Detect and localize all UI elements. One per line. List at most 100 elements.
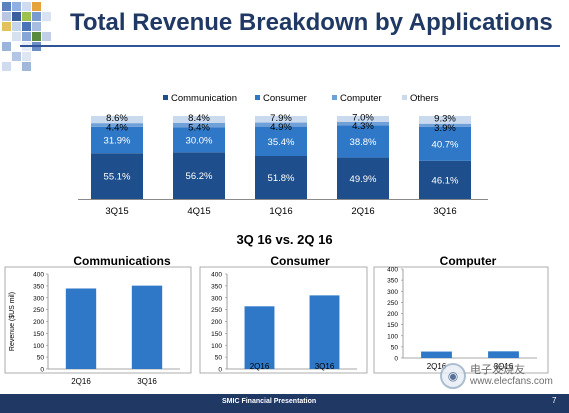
communications-bar (131, 285, 163, 369)
footer-bar (0, 394, 569, 413)
y-tick-label: 50 (391, 344, 399, 351)
y-tick-label: 50 (215, 355, 223, 362)
x-tick-label: 3Q16 (137, 377, 157, 386)
y-tick-label: 200 (211, 319, 222, 326)
communications-chart-title: Communications (73, 254, 171, 268)
x-tick-label: 3Q15 (105, 206, 128, 217)
y-tick-label: 200 (387, 311, 398, 318)
company-logo-mosaic (2, 2, 51, 71)
y-tick-label: 350 (387, 278, 398, 285)
bar-segment-consumer (255, 126, 307, 157)
bar-segment-communication (255, 156, 307, 199)
logo-tile (22, 2, 31, 11)
consumer-bar (244, 306, 275, 369)
logo-tile (12, 2, 21, 11)
data-label-computer: 4.4% (106, 122, 128, 133)
watermark-url: www.elecfans.com (470, 376, 553, 387)
x-tick-label: 2Q16 (427, 362, 447, 371)
y-tick-label: 150 (211, 331, 222, 338)
logo-tile (22, 52, 31, 61)
bar-segment-others (419, 116, 471, 124)
legend-swatch-consumer (255, 95, 260, 100)
bar-segment-consumer (337, 125, 389, 158)
y-tick-label: 300 (387, 289, 398, 296)
data-label-others: 8.4% (188, 113, 210, 124)
bar-segment-consumer (91, 126, 143, 154)
data-label-communication: 56.2% (186, 171, 213, 182)
data-label-consumer: 30.0% (186, 135, 213, 146)
y-tick-label: 100 (33, 343, 44, 350)
quarter-comparison-charts: Communications 0 50 100 150 200 250 300 350 400 2Q… (4, 254, 549, 386)
legend-swatch-computer (332, 95, 337, 100)
y-tick-label: 100 (387, 333, 398, 340)
bar-segment-others (173, 116, 225, 123)
logo-tile (2, 42, 11, 51)
logo-tile (42, 12, 51, 21)
y-tick-label: 0 (218, 367, 222, 374)
x-tick-label: 1Q16 (269, 206, 292, 217)
bar-segment-communication (91, 153, 143, 199)
y-tick-label: 250 (33, 307, 44, 314)
consumer-bar (309, 295, 340, 369)
logo-tile (22, 32, 31, 41)
logo-tile (2, 62, 11, 71)
bar-segment-computer (337, 121, 389, 126)
legend-swatch-communication (163, 95, 168, 100)
logo-tile (22, 62, 31, 71)
y-tick-label: 400 (211, 272, 222, 279)
logo-tile (42, 32, 51, 41)
data-label-consumer: 35.4% (268, 137, 295, 148)
data-label-computer: 4.3% (352, 121, 374, 132)
bar-segment-communication (419, 160, 471, 199)
bar-segment-computer (419, 123, 471, 127)
data-label-communication: 49.9% (350, 174, 377, 185)
bar-segment-consumer (419, 126, 471, 161)
y-tick-label: 250 (211, 307, 222, 314)
bar-segment-computer (173, 122, 225, 128)
logo-tile (22, 22, 31, 31)
page-number: 7 (552, 396, 557, 405)
computer-bar (421, 351, 452, 358)
y-tick-label: 150 (387, 322, 398, 329)
y-axis-label: Revenue ($US mil) (9, 292, 16, 351)
data-label-communication: 51.8% (268, 173, 295, 184)
bar-segment-computer (255, 122, 307, 127)
title-divider (20, 45, 560, 47)
y-tick-label: 0 (394, 356, 398, 363)
logo-tile (32, 32, 41, 41)
y-tick-label: 350 (33, 283, 44, 290)
computer-bar (488, 351, 519, 358)
logo-tile (32, 12, 41, 21)
bar-segment-consumer (173, 127, 225, 153)
data-label-others: 9.3% (434, 113, 456, 124)
logo-tile (2, 12, 11, 21)
data-label-others: 8.6% (106, 113, 128, 124)
x-tick-label: 2Q16 (71, 377, 91, 386)
legend-label-others: Others (410, 93, 439, 104)
logo-tile (12, 12, 21, 21)
logo-tile (12, 22, 21, 31)
slide-title: Total Revenue Breakdown by Applications (70, 9, 553, 36)
comparison-heading: 3Q 16 vs. 2Q 16 (236, 232, 333, 247)
communications-bar (65, 288, 97, 369)
data-label-others: 7.9% (270, 113, 292, 124)
data-label-consumer: 31.9% (104, 136, 131, 147)
footer-text: SMIC Financial Presentation (222, 398, 317, 405)
logo-tile (32, 2, 41, 11)
bar-segment-others (337, 116, 389, 122)
data-label-computer: 3.9% (434, 123, 456, 134)
y-tick-label: 300 (211, 295, 222, 302)
y-tick-label: 400 (33, 272, 44, 279)
data-label-others: 7.0% (352, 112, 374, 123)
logo-tile (12, 52, 21, 61)
logo-tile (2, 22, 11, 31)
computer-chart-title: Computer (440, 254, 497, 268)
y-tick-label: 350 (211, 283, 222, 290)
bar-segment-communication (173, 152, 225, 199)
watermark-logo-icon: ◉ (440, 363, 466, 389)
logo-tile (32, 22, 41, 31)
logo-tile (12, 32, 21, 41)
x-tick-label: 3Q16 (494, 362, 514, 371)
y-tick-label: 250 (387, 300, 398, 307)
x-tick-label: 2Q16 (351, 206, 374, 217)
